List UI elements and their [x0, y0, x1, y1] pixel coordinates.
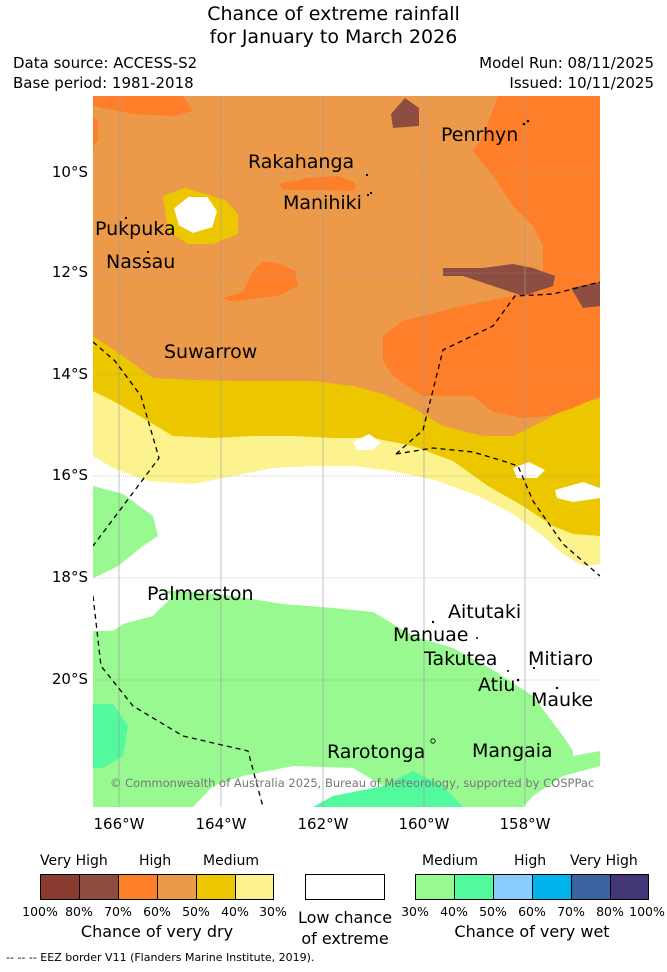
- copyright-note: © Commonwealth of Australia 2025, Bureau…: [110, 776, 595, 790]
- legend-wet-high: High: [514, 853, 547, 869]
- map-title-line2: for January to March 2026: [209, 26, 458, 48]
- legend-swatch-dry-30-40: [235, 874, 274, 900]
- legend-dry-medium: Medium: [203, 853, 259, 869]
- map-title-line1: Chance of extreme rainfall: [207, 3, 460, 25]
- legend-swatch-wet-50-60: [493, 874, 533, 900]
- dry-high-area: [383, 96, 600, 418]
- legend-swatch-wet-30-40: [415, 874, 455, 900]
- data-source: Data source: ACCESS-S2: [13, 54, 198, 72]
- legend-wet-pct: 70%: [557, 904, 585, 919]
- wet-medium-area: [93, 584, 600, 807]
- place-label-mauke: Mauke: [531, 689, 594, 711]
- place-label-pukapuka: Pukpuka: [95, 218, 176, 240]
- legend-dry-pct: 80%: [65, 904, 93, 919]
- legend-dry-pct: 40%: [221, 904, 249, 919]
- legend-wet-medium: Medium: [422, 853, 478, 869]
- legend-dry-pct: 50%: [182, 904, 210, 919]
- lat-tick-10s: 10°S: [51, 163, 88, 181]
- lat-tick-18s: 18°S: [51, 568, 88, 586]
- legend-low-line1: Low chance: [297, 908, 393, 927]
- legend-wet-pct: 100%: [629, 904, 665, 919]
- legend-wet-pct: 30%: [401, 904, 429, 919]
- legend-low-line2: of extreme: [301, 929, 389, 948]
- legend-dry-pct: 60%: [143, 904, 171, 919]
- legend-swatch-dry-70-80: [79, 874, 119, 900]
- lon-tick-164w: 164°W: [195, 815, 247, 833]
- legend-swatch-dry-60-70: [118, 874, 158, 900]
- legend-wet-pct: 40%: [440, 904, 468, 919]
- base-period: Base period: 1981-2018: [13, 74, 194, 92]
- lon-tick-162w: 162°W: [297, 815, 349, 833]
- place-label-rarotonga: Rarotonga: [327, 741, 426, 763]
- model-run: Model Run: 08/11/2025: [479, 54, 654, 72]
- place-label-takutea: Takutea: [424, 648, 498, 670]
- legend-dry-pct: 70%: [104, 904, 132, 919]
- map-gridlines: [93, 96, 600, 807]
- eez-border-note: -- -- -- EEZ border V11 (Flanders Marine…: [6, 951, 315, 964]
- legend-swatch-dry-80-100: [40, 874, 80, 900]
- place-label-palmerston: Palmerston: [147, 583, 254, 605]
- legend-dry-pct: 30%: [259, 904, 287, 919]
- lat-tick-16s: 16°S: [51, 466, 88, 484]
- lat-tick-14s: 14°S: [51, 365, 88, 383]
- legend-wet-pct: 60%: [518, 904, 546, 919]
- legend-swatch-low: [305, 874, 385, 900]
- legend-swatch-dry-40-50: [196, 874, 236, 900]
- place-label-manihiki: Manihiki: [283, 192, 362, 214]
- legend-swatch-dry-50-60: [157, 874, 197, 900]
- place-label-atiu: Atiu: [478, 674, 516, 696]
- legend-wet-pct: 50%: [479, 904, 507, 919]
- place-label-penrhyn: Penrhyn: [441, 124, 519, 146]
- rainfall-map: [93, 96, 600, 807]
- place-label-nassau: Nassau: [106, 251, 176, 273]
- lat-tick-12s: 12°S: [51, 263, 88, 281]
- legend-dry-very-high: Very High: [40, 853, 108, 869]
- legend-dry-pct: 100%: [22, 904, 58, 919]
- issued-date: Issued: 10/11/2025: [509, 74, 654, 92]
- lon-tick-158w: 158°W: [499, 815, 551, 833]
- place-label-manuae: Manuae: [393, 624, 469, 646]
- legend-swatch-wet-70-80: [571, 874, 611, 900]
- dry-very-high-area: [391, 98, 419, 128]
- eez-border: [93, 281, 600, 807]
- legend-wet-very-high: Very High: [570, 853, 638, 869]
- lon-tick-166w: 166°W: [93, 815, 145, 833]
- legend-swatch-wet-40-50: [454, 874, 494, 900]
- legend-swatch-wet-80-100: [610, 874, 649, 900]
- island-markers: [124, 119, 559, 744]
- place-label-mitiaro: Mitiaro: [528, 648, 594, 670]
- place-label-mangaia: Mangaia: [472, 740, 553, 762]
- legend-dry-caption: Chance of very dry: [80, 922, 234, 941]
- legend-dry-high: High: [139, 853, 172, 869]
- legend-wet-caption: Chance of very wet: [454, 922, 610, 941]
- place-label-aitutaki: Aitutaki: [448, 601, 522, 623]
- place-label-suwarrow: Suwarrow: [164, 341, 258, 363]
- legend-swatch-wet-60-70: [532, 874, 572, 900]
- lon-tick-160w: 160°W: [398, 815, 450, 833]
- lat-tick-20s: 20°S: [51, 670, 88, 688]
- legend-wet-pct: 80%: [596, 904, 624, 919]
- place-label-rakahanga: Rakahanga: [248, 151, 355, 173]
